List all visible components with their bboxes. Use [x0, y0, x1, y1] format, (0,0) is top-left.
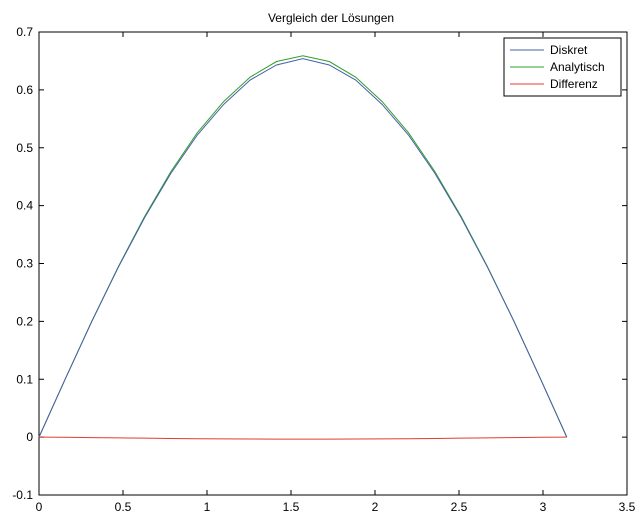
series-line-differenz	[38, 436, 567, 440]
x-tick-label: 0.5	[115, 500, 132, 514]
x-tick-label: 2.5	[451, 500, 468, 514]
x-tick-label: 1.5	[283, 500, 300, 514]
x-tick-label: 3	[540, 500, 547, 514]
y-tick-label: 0.7	[16, 25, 33, 39]
x-tick-label: 0	[36, 500, 43, 514]
chart-title: Vergleich der Lösungen	[268, 11, 394, 25]
series-line-diskret	[38, 58, 568, 438]
x-tick-label: 1	[204, 500, 211, 514]
legend-label: Analytisch	[550, 60, 605, 74]
y-tick-label: 0.4	[16, 199, 33, 213]
x-tick-label: 3.5	[619, 500, 636, 514]
y-tick-label: 0	[26, 430, 33, 444]
legend-label: Differenz	[550, 77, 598, 91]
x-tick-label: 2	[372, 500, 379, 514]
plot-area	[38, 31, 628, 496]
y-tick-label: 0.2	[16, 314, 33, 328]
y-tick-label: 0.1	[16, 372, 33, 386]
legend: Diskret Analytisch Differenz	[503, 37, 622, 97]
y-tick-label: 0.5	[16, 141, 33, 155]
y-tick-label: -0.1	[12, 488, 33, 502]
legend-label: Diskret	[550, 43, 588, 57]
y-tick-label: 0.6	[16, 83, 33, 97]
series-lines	[38, 55, 568, 440]
axis-ticks: 0 0.5 1 1.5 2 2.5 3 3.5-0.100.10.20.30.40.50.60…	[12, 25, 635, 514]
y-tick-label: 0.3	[16, 257, 33, 271]
